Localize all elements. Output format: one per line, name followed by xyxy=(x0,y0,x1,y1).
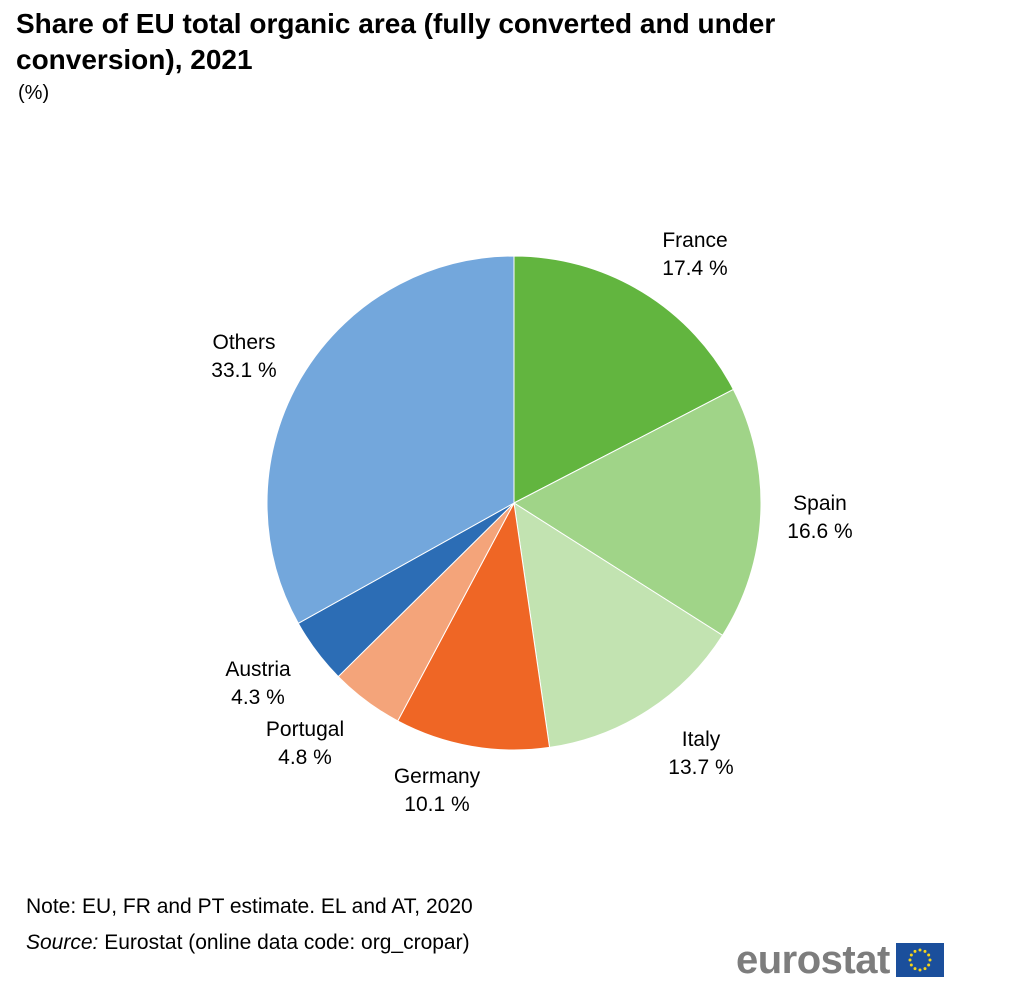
flag-star xyxy=(926,963,930,967)
pie-slice-italy xyxy=(513,501,724,748)
flag-star xyxy=(928,958,932,962)
source-label: Source: xyxy=(26,931,99,954)
slice-category-label: Portugal xyxy=(266,718,344,741)
flag-star xyxy=(909,963,913,967)
flag-star xyxy=(926,953,930,957)
slice-category-label: France xyxy=(662,229,727,252)
slice-value-label: 10.1 % xyxy=(404,793,469,816)
slice-value-label: 13.7 % xyxy=(668,756,733,779)
pie-labels: France 17.4 % Spain 16.6 % Italy 13.7 % German… xyxy=(211,229,852,816)
eurostat-logo: eurostat xyxy=(736,938,944,982)
slice-value-label: 33.1 % xyxy=(211,359,276,382)
pie-slice-others xyxy=(266,255,515,625)
slice-category-label: Others xyxy=(212,331,275,354)
flag-star xyxy=(913,949,917,953)
eu-flag-icon xyxy=(895,943,944,977)
chart-source: Source: Eurostat (online data code: org_… xyxy=(26,929,470,957)
flag-star xyxy=(923,949,927,953)
flag-star xyxy=(918,948,922,952)
slice-category-label: Italy xyxy=(682,728,721,751)
chart-note: Note: EU, FR and PT estimate. EL and AT,… xyxy=(26,895,473,918)
pie-slices xyxy=(266,255,762,751)
slice-value-label: 16.6 % xyxy=(787,520,852,543)
slice-category-label: Germany xyxy=(394,765,481,788)
flag-star xyxy=(909,953,913,957)
pie-chart: France 17.4 % Spain 16.6 % Italy 13.7 % German… xyxy=(211,229,852,816)
flag-star xyxy=(908,958,912,962)
flag-star xyxy=(913,967,917,971)
slice-category-label: Spain xyxy=(793,492,847,515)
chart-title: Share of EU total organic area (fully co… xyxy=(16,8,776,75)
flag-star xyxy=(918,968,922,972)
slice-category-label: Austria xyxy=(225,658,291,681)
slice-value-label: 4.3 % xyxy=(231,686,285,709)
chart-unit: (%) xyxy=(18,82,50,104)
slice-value-label: 4.8 % xyxy=(278,746,332,769)
pie-slice-germany xyxy=(397,501,551,751)
source-text: Eurostat (online data code: org_cropar) xyxy=(98,931,470,954)
pie-slice-spain xyxy=(512,388,762,637)
pie-slice-france xyxy=(513,255,735,504)
flag-star xyxy=(923,967,927,971)
slice-value-label: 17.4 % xyxy=(662,257,727,280)
logo-wordmark: eurostat xyxy=(736,938,890,982)
